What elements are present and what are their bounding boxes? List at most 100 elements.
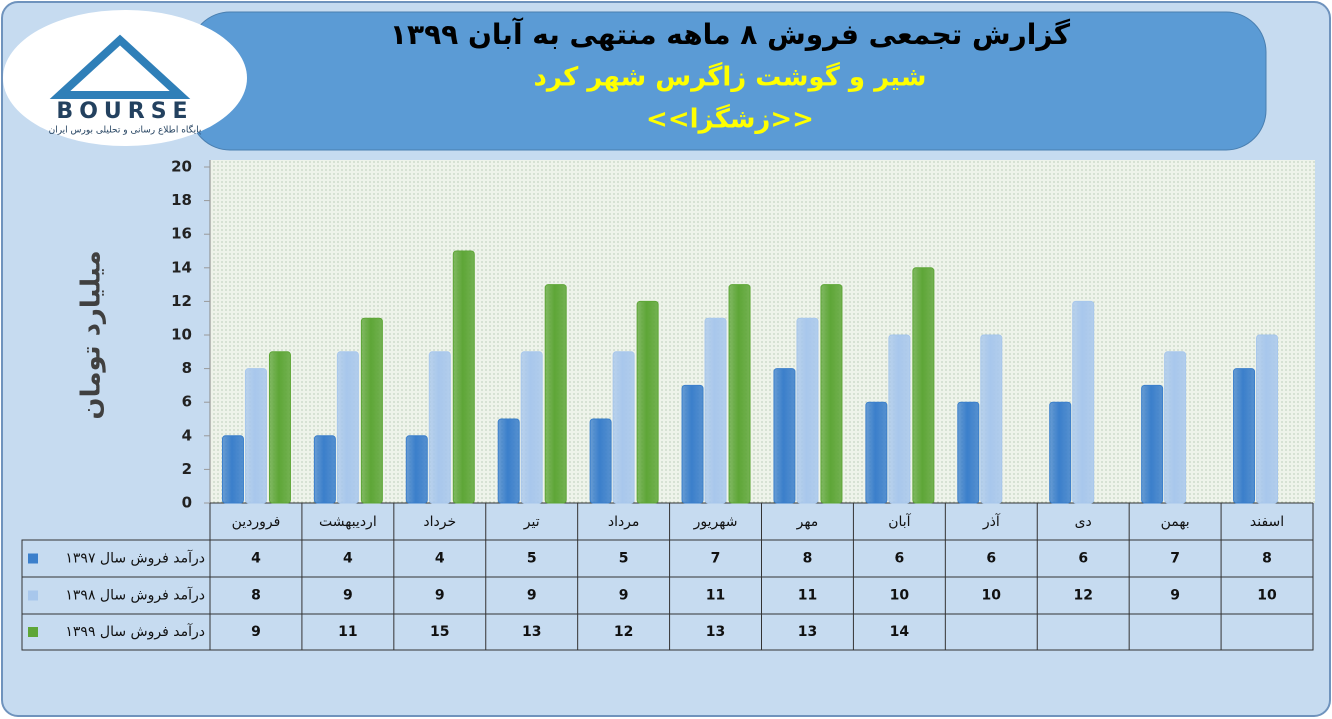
- legend-swatch: [28, 553, 38, 564]
- legend-swatch: [28, 627, 38, 637]
- bar: [268, 351, 291, 504]
- x-tick-label: اسفند: [1250, 514, 1284, 530]
- data-cell: 9: [619, 588, 629, 604]
- bar: [589, 418, 612, 504]
- bar: [405, 435, 428, 504]
- x-tick-label: آذر: [982, 513, 1001, 530]
- data-cell: 9: [435, 588, 445, 604]
- y-tick-label: 18: [171, 191, 192, 209]
- y-tick-label: 16: [171, 225, 192, 243]
- bar: [313, 435, 336, 504]
- bar: [796, 317, 819, 504]
- data-cell: 9: [527, 588, 537, 604]
- bar: [681, 384, 704, 504]
- y-tick-label: 14: [171, 258, 192, 276]
- x-tick-label: آبان: [888, 513, 911, 530]
- data-cell: 4: [251, 551, 261, 567]
- plot-area: [210, 160, 1315, 503]
- bar: [704, 317, 727, 504]
- data-cell: 6: [1078, 551, 1088, 567]
- y-tick-label: 12: [171, 292, 192, 310]
- chart-title: گزارش تجمعی فروش ۸ ماهه منتهی به آبان ۱۳…: [390, 17, 1071, 51]
- bar: [1233, 368, 1256, 504]
- bar: [520, 351, 543, 504]
- data-cell: 15: [430, 624, 449, 640]
- y-tick-label: 2: [182, 460, 192, 478]
- bar: [888, 334, 911, 504]
- bar: [1164, 351, 1187, 504]
- data-cell: 12: [614, 624, 633, 640]
- data-cell: 7: [711, 551, 721, 567]
- bar: [360, 317, 383, 504]
- data-cell: 8: [251, 588, 261, 604]
- chart-subtitle: شیر و گوشت زاگرس شهر کرد: [534, 62, 927, 93]
- data-cell: 5: [619, 551, 629, 567]
- bar: [244, 368, 267, 504]
- bar: [221, 435, 244, 504]
- bar: [636, 300, 659, 504]
- data-cell: 13: [706, 624, 725, 640]
- bar: [820, 284, 843, 504]
- bar: [865, 401, 888, 504]
- y-tick-label: 20: [171, 158, 192, 176]
- bar: [1141, 384, 1164, 504]
- bar: [1072, 300, 1095, 504]
- x-tick-label: مهر: [796, 514, 819, 530]
- data-cell: 11: [798, 588, 817, 604]
- y-tick-label: 10: [171, 326, 192, 344]
- x-tick-label: تیر: [523, 514, 540, 530]
- data-cell: 6: [895, 551, 905, 567]
- y-axis-title: میلیارد تومان: [77, 250, 107, 419]
- x-tick-label: اردیبهشت: [319, 514, 377, 530]
- legend-label: درآمد فروش سال ۱۳۹۷: [65, 550, 205, 567]
- x-tick-label: بهمن: [1161, 514, 1190, 530]
- bar: [1049, 401, 1072, 504]
- data-cell: 11: [338, 624, 357, 640]
- data-cell: 9: [251, 624, 261, 640]
- symbol: <<زشگزا>>: [646, 104, 814, 135]
- bar: [544, 284, 567, 504]
- bar: [912, 267, 935, 504]
- y-tick-label: 4: [182, 426, 192, 444]
- data-cell: 13: [522, 624, 541, 640]
- data-cell: 4: [343, 551, 353, 567]
- x-tick-label: مرداد: [608, 514, 640, 530]
- data-cell: 8: [1262, 551, 1272, 567]
- data-cell: 13: [798, 624, 817, 640]
- bar: [980, 334, 1003, 504]
- logo: BOURSE پایگاه اطلاع رسانی و تحلیلی بورس …: [3, 10, 247, 146]
- data-cell: 6: [986, 551, 996, 567]
- legend-label: درآمد فروش سال ۱۳۹۸: [65, 587, 205, 604]
- data-cell: 4: [435, 551, 445, 567]
- bar: [336, 351, 359, 504]
- bar: [497, 418, 520, 504]
- data-cell: 11: [706, 588, 725, 604]
- data-cell: 5: [527, 551, 537, 567]
- y-tick-label: 0: [182, 494, 192, 512]
- x-tick-label: شهریور: [693, 514, 738, 530]
- data-cell: 10: [890, 588, 910, 604]
- data-cell: 10: [982, 588, 1002, 604]
- bar: [612, 351, 635, 504]
- data-cell: 8: [803, 551, 813, 567]
- data-cell: 10: [1257, 588, 1277, 604]
- logo-name: BOURSE: [56, 99, 193, 124]
- logo-shape: [49, 34, 191, 99]
- logo-bg: [3, 10, 247, 146]
- data-cell: 9: [343, 588, 353, 604]
- bar: [452, 250, 475, 504]
- bar: [773, 368, 796, 504]
- y-tick-label: 8: [182, 359, 192, 377]
- legend-label: درآمد فروش سال ۱۳۹۹: [65, 623, 205, 640]
- x-tick-label: خرداد: [423, 514, 456, 530]
- x-tick-label: فروردین: [232, 514, 281, 530]
- data-cell: 7: [1170, 551, 1180, 567]
- legend-swatch: [28, 590, 38, 601]
- bar: [428, 351, 451, 504]
- logo-tagline: پایگاه اطلاع رسانی و تحلیلی بورس ایران: [49, 124, 202, 136]
- data-cell: 9: [1170, 588, 1180, 604]
- data-cell: 14: [890, 624, 910, 640]
- y-tick-label: 6: [182, 393, 192, 411]
- bar: [728, 284, 751, 504]
